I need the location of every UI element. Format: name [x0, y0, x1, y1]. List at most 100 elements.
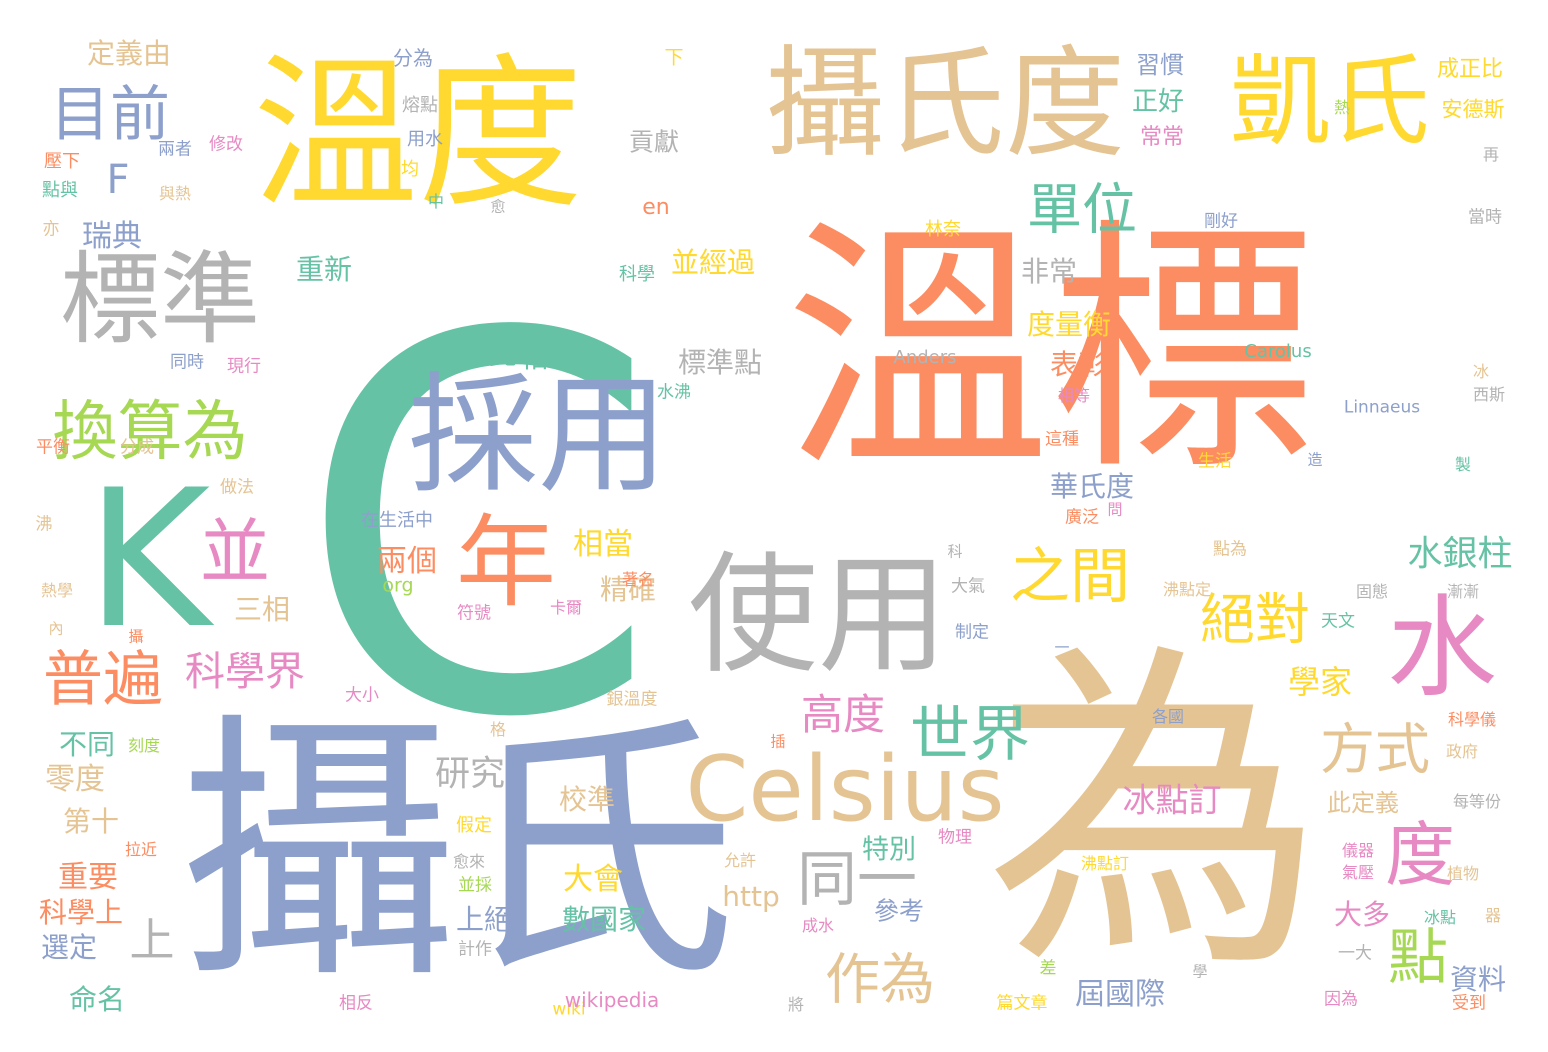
- cloud-word: 換算為: [52, 394, 248, 470]
- cloud-word: 此定義: [1327, 789, 1399, 817]
- cloud-word: wikipedia: [564, 988, 660, 1012]
- cloud-word: 沸點訂: [1080, 854, 1130, 873]
- cloud-word: 分成: [120, 437, 154, 458]
- cloud-word: 這種: [1045, 429, 1079, 450]
- cloud-word: 水: [1387, 584, 1497, 712]
- cloud-word: 點為: [1213, 539, 1247, 560]
- cloud-word: org: [382, 574, 414, 597]
- cloud-word: 再: [1482, 145, 1500, 164]
- cloud-word: 貢獻: [628, 127, 680, 157]
- cloud-word: 物理: [938, 827, 972, 848]
- cloud-word: 當時: [1468, 207, 1502, 228]
- cloud-word: 數國家: [561, 903, 647, 936]
- cloud-word: 沸點定: [1162, 580, 1212, 599]
- cloud-word: 天文: [1321, 611, 1355, 632]
- cloud-word: en: [642, 195, 670, 220]
- cloud-word: 熱學: [40, 581, 74, 600]
- cloud-word: 點: [1388, 923, 1448, 993]
- cloud-word: 器: [1484, 906, 1502, 925]
- cloud-word: 相等: [1057, 386, 1091, 405]
- cloud-word: 兩個: [377, 544, 437, 579]
- cloud-word: 表彰: [1049, 348, 1107, 381]
- cloud-word: 命名: [68, 983, 126, 1016]
- cloud-word: 作為: [824, 947, 936, 1012]
- cloud-word: 度量衡: [1026, 308, 1112, 341]
- cloud-word: 生活: [1198, 451, 1232, 472]
- cloud-word: 每等份: [1452, 792, 1502, 811]
- cloud-word: 同一: [797, 845, 917, 915]
- cloud-word: 凱氏: [1230, 43, 1430, 160]
- cloud-word: 重要: [58, 860, 118, 895]
- cloud-word: 允許: [723, 851, 757, 870]
- cloud-word: 插: [770, 732, 786, 751]
- cloud-word: 科學上: [38, 896, 124, 929]
- cloud-word: Linnaeus: [1343, 397, 1421, 418]
- cloud-word: 受到: [1452, 993, 1486, 1014]
- cloud-word: 將: [787, 995, 805, 1014]
- cloud-word: 大氣: [951, 576, 985, 597]
- cloud-word: 西斯: [1472, 385, 1506, 404]
- cloud-word: 假定: [456, 815, 492, 836]
- cloud-word: 著名: [621, 570, 655, 589]
- cloud-word: http: [722, 880, 780, 913]
- cloud-word: 一: [1054, 638, 1070, 657]
- cloud-word: 計作: [458, 939, 492, 960]
- cloud-word: 零度: [45, 762, 105, 797]
- cloud-word: 學: [1192, 962, 1208, 981]
- cloud-word: Carolus: [1244, 341, 1312, 362]
- cloud-word: 科學界: [185, 649, 305, 695]
- cloud-word: 標準: [60, 241, 260, 358]
- cloud-word: 相反: [339, 993, 373, 1014]
- cloud-word: 造: [1307, 450, 1323, 469]
- cloud-word: 兩者: [158, 139, 192, 160]
- cloud-word: 將此: [460, 338, 518, 371]
- cloud-word: 修改: [209, 134, 243, 155]
- cloud-word: 習慣: [1136, 51, 1184, 79]
- cloud-word: 水銀柱: [1407, 534, 1513, 575]
- cloud-word: 正好: [1131, 87, 1185, 117]
- cloud-word: 大小: [345, 685, 379, 706]
- cloud-word: 壓下: [44, 151, 80, 172]
- cloud-word: C: [296, 225, 660, 831]
- cloud-word: 上絕: [455, 903, 513, 936]
- cloud-word: 定義由: [86, 37, 172, 70]
- cloud-word: 冰點訂: [1122, 780, 1222, 820]
- cloud-word: 精確: [599, 573, 657, 606]
- cloud-word: 採用: [407, 359, 669, 511]
- cloud-word: 拉近: [124, 840, 158, 859]
- cloud-word: 廣泛: [1065, 507, 1099, 528]
- cloud-word: 相當: [573, 527, 633, 562]
- cloud-word: 安德斯: [1441, 97, 1505, 122]
- cloud-word: Celsius: [685, 737, 1005, 842]
- cloud-word: 相差: [519, 341, 577, 374]
- cloud-word: 格: [489, 720, 507, 739]
- cloud-word: 平衡: [36, 437, 70, 458]
- cloud-word: 熱: [1333, 98, 1351, 117]
- cloud-word: 目前: [50, 80, 170, 150]
- cloud-word: 成水: [801, 916, 835, 935]
- cloud-word: 亦: [42, 219, 60, 240]
- cloud-word: 下: [664, 46, 684, 69]
- cloud-word: 瑞典: [82, 219, 142, 254]
- cloud-word: 各國: [1151, 707, 1185, 726]
- cloud-word: Anders: [893, 347, 957, 368]
- cloud-word: 三相: [233, 593, 291, 626]
- cloud-word: 年: [456, 504, 556, 621]
- cloud-word: 植物: [1446, 864, 1480, 883]
- cloud-word: 攝氏: [178, 691, 738, 1017]
- cloud-word: 固態: [1355, 582, 1389, 601]
- cloud-word: 因為: [1324, 989, 1358, 1010]
- cloud-word: 攝氏度: [765, 35, 1125, 174]
- cloud-word: 為: [985, 617, 1325, 1013]
- cloud-word: 選定: [40, 931, 98, 964]
- cloud-word: K: [85, 449, 211, 670]
- cloud-word: 製: [1454, 455, 1472, 474]
- cloud-word: 差: [1039, 958, 1057, 979]
- cloud-word: 並採: [458, 875, 492, 896]
- cloud-word: 分為: [393, 46, 433, 70]
- cloud-word: 冰點: [1423, 908, 1457, 927]
- cloud-word: 華氏度: [1049, 470, 1135, 503]
- cloud-word: 上: [129, 913, 175, 967]
- cloud-word: 校準: [558, 783, 616, 816]
